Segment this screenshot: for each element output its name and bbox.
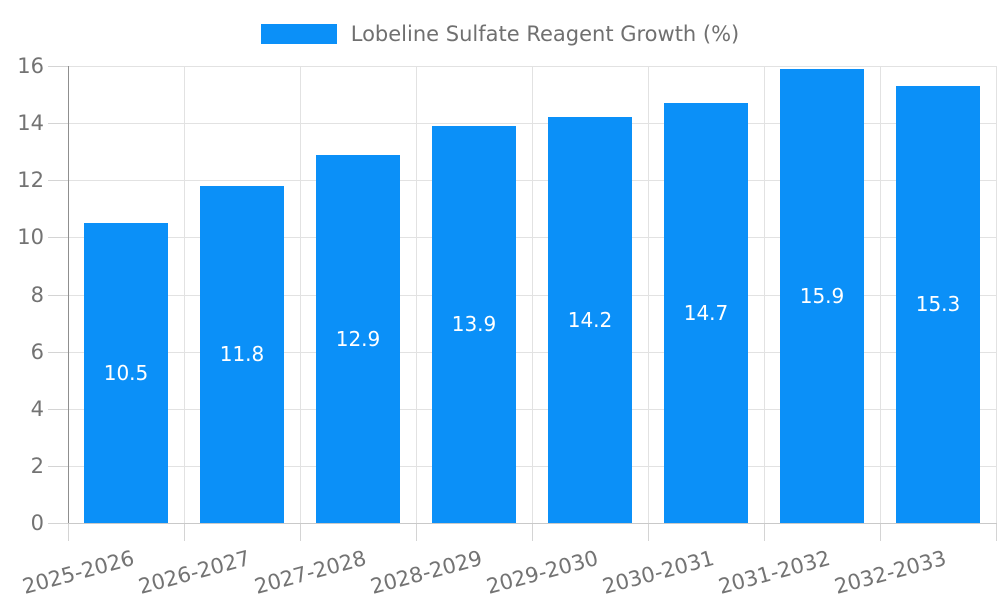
x-tick-mark [880,523,881,541]
grid-line-x [416,66,417,523]
x-category-label: 2030-2031 [599,546,717,599]
y-tick-label: 8 [30,283,44,307]
y-tick-mark [48,523,68,524]
y-tick-label: 4 [30,397,44,421]
x-tick-mark [416,523,417,541]
x-category-label: 2031-2032 [715,546,833,599]
x-category-label: 2026-2027 [135,546,253,599]
y-axis-line [68,66,69,523]
grid-line-x [880,66,881,523]
bar[interactable] [200,186,284,523]
y-tick-mark [48,180,68,181]
x-tick-mark [184,523,185,541]
grid-line-x [764,66,765,523]
y-tick-label: 14 [17,111,44,135]
y-tick-mark [48,123,68,124]
y-tick-label: 12 [17,168,44,192]
bar[interactable] [432,126,516,523]
x-tick-mark [648,523,649,541]
x-tick-mark [68,523,69,541]
y-tick-label: 0 [30,511,44,535]
y-tick-mark [48,66,68,67]
bar[interactable] [316,155,400,523]
bar[interactable] [548,117,632,523]
y-tick-mark [48,237,68,238]
x-axis-line [68,523,997,524]
y-tick-label: 2 [30,454,44,478]
y-tick-mark [48,295,68,296]
x-category-label: 2028-2029 [367,546,485,599]
bar[interactable] [896,86,980,523]
bar[interactable] [664,103,748,523]
grid-line-x [648,66,649,523]
x-category-label: 2027-2028 [251,546,369,599]
bar[interactable] [780,69,864,523]
x-tick-mark [764,523,765,541]
grid-line-x [532,66,533,523]
x-category-label: 2029-2030 [483,546,601,599]
legend-label[interactable]: Lobeline Sulfate Reagent Growth (%) [350,22,740,46]
bar[interactable] [84,223,168,523]
y-tick-label: 10 [17,225,44,249]
x-tick-mark [996,523,997,541]
grid-line-x [996,66,997,523]
legend-swatch[interactable] [260,24,337,44]
y-tick-label: 16 [17,54,44,78]
y-tick-mark [48,352,68,353]
y-tick-mark [48,409,68,410]
x-tick-mark [300,523,301,541]
x-category-label: 2032-2033 [831,546,949,599]
y-tick-label: 6 [30,340,44,364]
grid-line-x [300,66,301,523]
grid-line-x [184,66,185,523]
y-tick-mark [48,466,68,467]
x-tick-mark [532,523,533,541]
x-category-label: 2025-2026 [19,546,137,599]
chart-legend[interactable]: Lobeline Sulfate Reagent Growth (%) [0,20,1000,48]
